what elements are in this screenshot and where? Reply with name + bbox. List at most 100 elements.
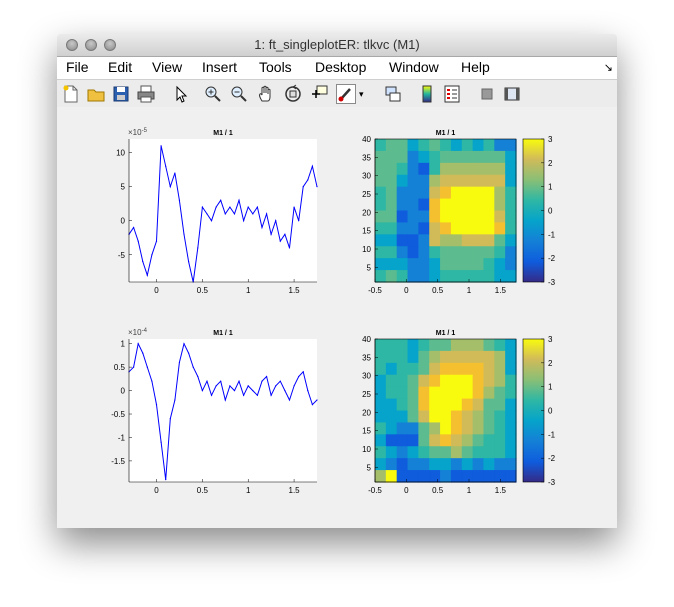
data-point <box>206 380 208 382</box>
data-point <box>183 343 185 345</box>
heatmap-cell <box>472 174 485 188</box>
heatmap-cell <box>450 398 463 412</box>
x-tick-label: 0 <box>154 486 159 495</box>
heatmap-cell <box>505 434 517 447</box>
data-point <box>279 240 281 242</box>
heatmap-cell <box>472 210 485 224</box>
heatmap-cell <box>396 398 409 412</box>
heatmap-cell <box>505 410 517 424</box>
heatmap-cell <box>418 246 430 259</box>
data-point <box>261 380 263 382</box>
close-window-button[interactable] <box>66 39 78 51</box>
heatmap-cell <box>418 174 430 188</box>
heatmap-cell <box>375 234 387 247</box>
heatmap-cell <box>472 362 485 376</box>
heatmap-cell <box>461 234 474 247</box>
heatmap-cell <box>407 234 419 247</box>
heatmap-cell <box>429 150 441 164</box>
data-point <box>174 399 176 401</box>
data-point <box>279 380 281 382</box>
open-file-icon[interactable] <box>86 84 106 104</box>
colorbar-tick-label: -3 <box>548 478 556 487</box>
zoom-window-button[interactable] <box>104 39 116 51</box>
brush-icon[interactable] <box>336 84 356 104</box>
menu-insert[interactable]: Insert <box>202 59 238 75</box>
plot-area <box>129 339 317 482</box>
hide-plot-tools-icon[interactable] <box>477 84 497 104</box>
menu-tools[interactable]: Tools <box>259 59 292 75</box>
dock-arrow-icon[interactable]: ↘ <box>603 62 613 74</box>
heatmap-cell <box>505 386 517 400</box>
legend-icon[interactable] <box>442 84 462 104</box>
data-point <box>178 361 181 364</box>
heatmap-cell <box>450 446 463 459</box>
heatmap-cell <box>375 210 387 224</box>
heatmap-cell <box>472 186 485 200</box>
heatmap-cell <box>418 139 430 152</box>
heatmap-cell <box>472 470 485 483</box>
menu-desktop[interactable]: Desktop <box>315 59 367 75</box>
pointer-icon[interactable] <box>171 84 191 104</box>
pan-icon[interactable] <box>256 84 276 104</box>
heatmap-cell <box>472 150 485 164</box>
heatmap-cell <box>472 386 485 400</box>
heatmap-cell <box>450 150 463 164</box>
link-plot-icon[interactable] <box>383 84 403 104</box>
heatmap-cell <box>375 350 387 364</box>
heatmap-cell <box>396 362 409 376</box>
heatmap-cell <box>396 410 409 424</box>
heatmap-cell <box>483 222 495 235</box>
save-icon[interactable] <box>111 84 131 104</box>
heatmap-cell <box>505 246 517 259</box>
heatmap-cell <box>429 139 441 152</box>
menu-help[interactable]: Help <box>461 59 490 75</box>
heatmap-cell <box>429 446 441 459</box>
heatmap-cell <box>385 386 398 400</box>
data-point <box>284 389 286 392</box>
heatmap-cell <box>505 362 517 376</box>
heatmap-cell <box>450 470 463 483</box>
heatmap-cell <box>375 258 387 271</box>
menu-file[interactable]: File <box>66 59 89 75</box>
heatmap-cell <box>385 150 398 164</box>
new-figure-icon[interactable] <box>61 84 81 104</box>
heatmap-cell <box>375 410 387 424</box>
data-point <box>169 186 171 188</box>
show-plot-tools-icon[interactable] <box>502 84 522 104</box>
brush-dropdown-icon[interactable]: ▾ <box>359 89 364 99</box>
heatmap-cell <box>385 139 398 152</box>
heatmap-cell <box>450 386 463 400</box>
heatmap-cell <box>440 222 452 235</box>
data-point <box>233 389 236 392</box>
x-tick-label: 1 <box>246 286 251 295</box>
heatmap-cell <box>396 198 409 212</box>
minimize-window-button[interactable] <box>85 39 97 51</box>
menu-edit[interactable]: Edit <box>108 59 133 75</box>
colorbar-icon[interactable] <box>417 84 437 104</box>
heatmap-cell <box>450 422 463 435</box>
heatmap-cell <box>483 139 495 152</box>
heatmap-cell <box>450 222 463 235</box>
data-point <box>132 366 135 368</box>
colorbar-tick-label: 0 <box>548 407 553 416</box>
zoom-in-icon[interactable] <box>203 84 223 104</box>
colorbar <box>522 338 545 483</box>
data-cursor-icon[interactable] <box>309 84 329 104</box>
menu-window[interactable]: Window <box>389 59 439 75</box>
zoom-out-icon[interactable] <box>229 84 249 104</box>
colorbar-tick-label: 0 <box>548 207 553 216</box>
data-point <box>275 220 277 222</box>
heatmap-cell <box>483 398 495 412</box>
print-icon[interactable] <box>136 84 156 104</box>
heatmap-cell <box>375 398 387 412</box>
heatmap-cell <box>483 422 495 435</box>
y-tick-label: -1.5 <box>111 457 125 466</box>
heatmap-cell <box>461 258 474 271</box>
menu-view[interactable]: View <box>152 59 183 75</box>
heatmap-cell <box>472 222 485 235</box>
heatmap-cell <box>407 258 419 271</box>
rotate-3d-icon[interactable] <box>283 84 303 104</box>
x-tick-label: 1 <box>246 486 251 495</box>
heatmap-cell <box>505 339 517 352</box>
